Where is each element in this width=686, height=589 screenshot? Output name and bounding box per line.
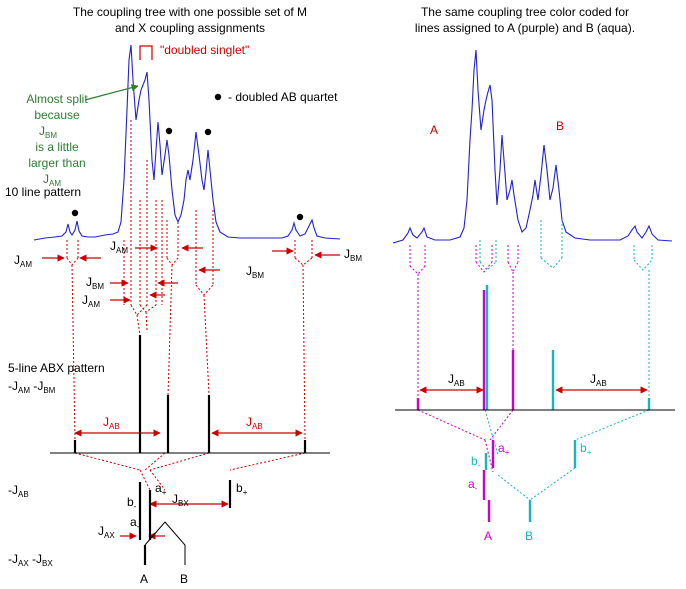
left-j-arrows [42, 244, 340, 540]
five-line-sub-label: -JAM -JBM [8, 379, 56, 395]
svg-text:larger than: larger than [28, 156, 85, 170]
ten-line-pattern-label: 10 line pattern [5, 185, 81, 199]
right-title-line1: The same coupling tree color coded for [421, 5, 629, 19]
right-lbl-B: B [525, 529, 533, 543]
left-x-branch [144, 521, 186, 565]
five-line-pattern-label: 5-line ABX pattern [8, 361, 105, 375]
quartet-dot [71, 209, 79, 217]
right-lbl-b-plus: b+ [580, 441, 592, 457]
right-tree-dotted [409, 220, 653, 501]
right-lbl-a-minus: a- [468, 477, 478, 493]
lbl-a-minus: a- [130, 515, 140, 531]
right-lbl-a-plus: a+ [498, 441, 510, 457]
quartet-dot [165, 127, 173, 135]
doubled-singlet-bracket [139, 45, 153, 60]
lbl-b-plus: b+ [236, 481, 248, 497]
legend-dot [214, 93, 222, 101]
svg-text:because: because [34, 108, 80, 122]
right-A-label: A [430, 123, 438, 137]
right-stick-lines [416, 285, 651, 522]
left-title-line1: The coupling tree with one possible set … [73, 5, 307, 19]
svg-text:JBM: JBM [86, 275, 104, 291]
left-title-line2: and X coupling assignments [115, 21, 265, 35]
right-jab-label-1: JAB [448, 372, 465, 388]
svg-text:JBM: JBM [344, 247, 362, 263]
left-tree-dotted [66, 120, 313, 491]
right-jab-label-2: JAB [590, 372, 607, 388]
doubled-singlet-label: "doubled singlet" [160, 43, 249, 57]
lbl-B-left: B [180, 572, 188, 586]
lbl-A-left: A [140, 572, 148, 586]
right-lbl-b-minus: b- [471, 454, 481, 470]
svg-text:is a little: is a little [35, 140, 79, 154]
left-stick-lines [73, 335, 307, 565]
right-title-line2: lines assigned to A (purple) and B (aqua… [415, 21, 635, 35]
left-spectrum-trace [33, 44, 341, 241]
right-spectrum-trace [392, 49, 673, 244]
neg-jax-jbx-label: -JAX -JBX [8, 552, 53, 568]
svg-text:JAM: JAM [82, 293, 100, 309]
svg-text:JAX: JAX [98, 524, 115, 540]
svg-text:JBX: JBX [172, 492, 189, 508]
almost-split-arrow [84, 84, 139, 101]
svg-text:JAM: JAM [110, 239, 128, 255]
svg-text:Almost split: Almost split [26, 92, 88, 106]
quartet-dot [204, 128, 212, 136]
svg-text:JAM: JAM [14, 253, 32, 269]
neg-jab-label: -JAB [8, 483, 29, 499]
right-B-label: B [556, 119, 564, 133]
almost-split-note: Almost split because JBM is a little lar… [26, 92, 88, 188]
lbl-b-minus: b- [127, 495, 137, 511]
svg-text:JAM: JAM [43, 172, 61, 188]
svg-text:JAB: JAB [246, 415, 263, 431]
svg-text:JBM: JBM [39, 124, 57, 140]
right-lbl-A: A [484, 529, 492, 543]
doubled-ab-quartet-label: - doubled AB quartet [228, 90, 338, 104]
lbl-a-plus: a+ [155, 481, 167, 497]
svg-text:JAB: JAB [103, 415, 120, 431]
svg-text:JBM: JBM [246, 264, 264, 280]
left-j-labels: JAM JAM JBM JBM JBM JAM JAB JAB JBX JAX [14, 239, 362, 540]
quartet-dot [296, 213, 304, 221]
